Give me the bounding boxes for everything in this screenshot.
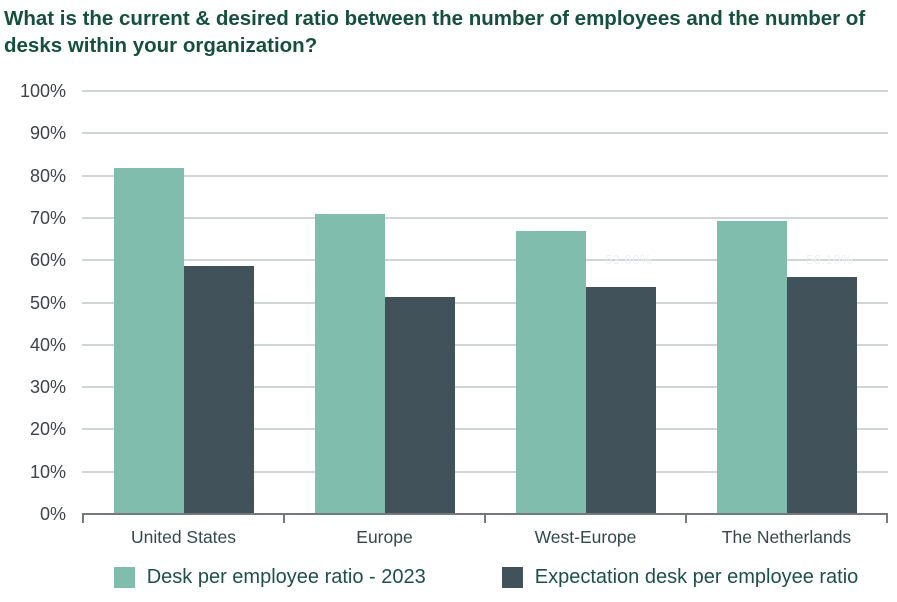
y-tick-label: 50% [29, 292, 66, 313]
bar-current-0 [113, 167, 184, 514]
x-tick-label: United States [130, 527, 237, 547]
y-tick-label: 70% [29, 207, 66, 228]
bar-expectation-2 [585, 287, 656, 514]
x-tick-label: The Netherlands [721, 527, 852, 547]
legend-item-current: Desk per employee ratio - 2023 [113, 566, 426, 589]
gridline [82, 470, 888, 473]
gridline [82, 386, 888, 389]
bar-expectation-3 [786, 276, 857, 514]
bar-expectation-1 [384, 297, 455, 514]
faint-bar-value-label: 53.60% [604, 252, 653, 267]
x-tick-label: Europe [356, 527, 413, 547]
x-axis-tick [283, 514, 285, 523]
x-axis-tick [886, 514, 888, 523]
y-tick-label: 90% [29, 123, 66, 144]
legend-item-expectation: Expectation desk per employee ratio [501, 566, 859, 589]
y-tick-label: 40% [29, 334, 66, 355]
chart-title: What is the current & desired ratio betw… [4, 7, 866, 57]
gridline [82, 428, 888, 431]
legend-swatch-expectation [501, 567, 523, 588]
gridline [82, 259, 888, 262]
x-tick-label: West-Europe [534, 527, 637, 547]
legend-label-expectation: Expectation desk per employee ratio [534, 566, 859, 588]
gridline [82, 132, 888, 135]
y-tick-label: 30% [29, 377, 66, 398]
y-tick-label: 10% [29, 461, 66, 482]
bar-current-2 [515, 231, 586, 514]
gridline [82, 174, 888, 177]
bar-expectation-0 [183, 266, 254, 514]
legend-swatch-current [113, 567, 135, 588]
legend: Desk per employee ratio - 2023 Expectati… [83, 566, 889, 589]
bar-current-1 [314, 214, 385, 514]
y-tick-label: 80% [29, 165, 66, 186]
x-axis-tick [82, 514, 84, 523]
bar-current-3 [716, 220, 787, 514]
y-tick-label: 20% [29, 419, 66, 440]
gridline [82, 343, 888, 346]
gridline [82, 301, 888, 304]
y-tick-label: 0% [39, 504, 66, 524]
x-axis-tick [484, 514, 486, 523]
y-tick-label: 100% [19, 81, 66, 101]
y-tick-label: 60% [29, 250, 66, 271]
gridline [82, 216, 888, 219]
faint-bar-value-label: 56.10% [805, 252, 854, 267]
x-axis-tick [685, 514, 687, 523]
gridline [82, 90, 888, 92]
legend-label-current: Desk per employee ratio - 2023 [146, 566, 426, 588]
